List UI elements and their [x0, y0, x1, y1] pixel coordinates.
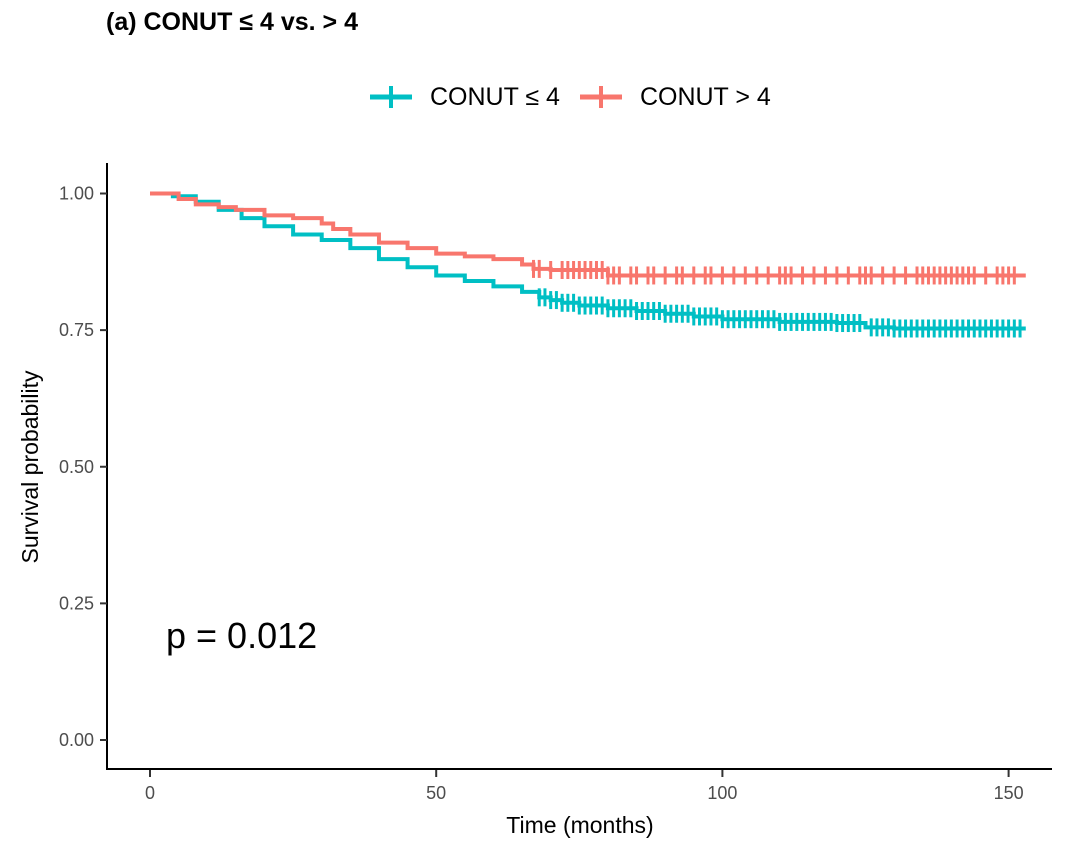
x-axis-title: Time (months) [506, 812, 653, 838]
x-tick-label: 150 [994, 783, 1024, 803]
legend: CONUT ≤ 4 CONUT > 4 [368, 80, 789, 114]
series-layer [150, 191, 1026, 338]
p-value-annotation: p = 0.012 [166, 615, 317, 656]
legend-key-conut-high-icon [579, 86, 622, 108]
y-tick-label: 0.75 [59, 320, 94, 340]
legend-label-conut-low: CONUT ≤ 4 [430, 82, 560, 111]
y-tick-label: 0.50 [59, 457, 94, 477]
x-tick-label: 100 [707, 783, 737, 803]
y-tick-label: 1.00 [59, 184, 94, 204]
chart-title: (a) CONUT ≤ 4 vs. > 4 [106, 8, 358, 36]
legend-label-conut-high: CONUT > 4 [639, 82, 771, 111]
legend-item-conut-high: CONUT > 4 [578, 82, 771, 112]
series-line-1 [150, 191, 1026, 278]
x-tick-label: 0 [145, 783, 155, 803]
legend-key-conut-low-icon [370, 86, 412, 108]
y-tick-label: 0.25 [59, 593, 94, 613]
y-axis-title: Survival probability [17, 370, 43, 564]
y-tick-label: 0.00 [59, 730, 94, 750]
legend-item-conut-low: CONUT ≤ 4 [368, 82, 560, 112]
x-tick-label: 50 [426, 783, 446, 803]
ticks-layer: 0 50 100 150 0.00 0.25 0.50 0.75 1.00 [59, 184, 1024, 804]
series-line-0 [150, 191, 1026, 331]
axes-layer [106, 163, 1052, 770]
